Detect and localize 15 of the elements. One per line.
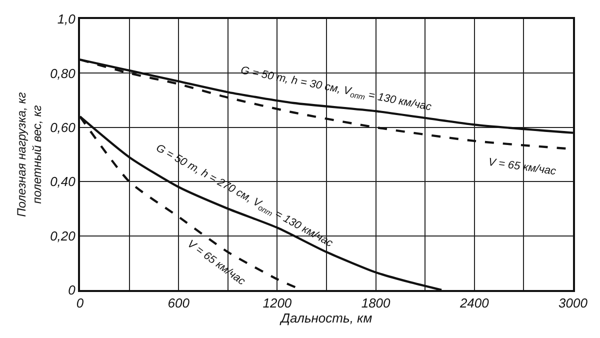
x-tick-label: 1800	[361, 296, 392, 311]
annotation: G = 50 т, h = 30 см, V$_{опт}$ = 130 км/час	[239, 64, 433, 115]
y-tick-label: 0,80	[50, 66, 76, 81]
x-tick-label: 2400	[458, 296, 490, 311]
x-axis-title: Дальность, км	[278, 310, 372, 326]
y-tick-label: 0,40	[50, 174, 76, 190]
y-tick-label: 0,60	[50, 120, 76, 135]
y-tick-label: 1,0	[57, 12, 76, 27]
x-tick-label: 600	[168, 296, 190, 311]
y-tick-label: 0,20	[50, 228, 76, 244]
x-tick-label: 3000	[558, 296, 588, 311]
y-tick-label: 0	[68, 282, 76, 298]
y-axis-title: Полезная нагрузка, кг полетный вес, кг	[14, 92, 44, 217]
x-tick-label: 1200	[262, 296, 292, 311]
annotation: V = 65 км/час	[487, 156, 558, 178]
